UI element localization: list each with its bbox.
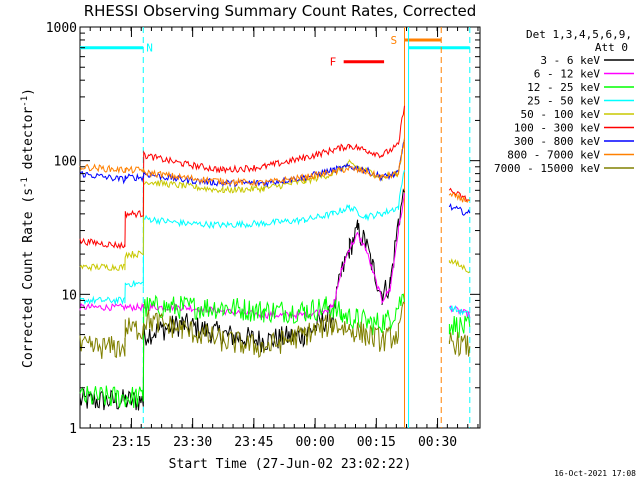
y-tick-label: 1000	[46, 21, 77, 36]
y-axis-label: Corrected Count Rate (s-1 detector-1)	[20, 88, 36, 368]
legend-label-300-800-kev: 300 - 800 keV	[514, 135, 600, 148]
footer-date: 16-Oct-2021 17:08	[554, 469, 636, 478]
y-axis-label-close: )	[21, 88, 36, 96]
series-lines	[79, 105, 471, 411]
legend-label-7000-15000-kev: 7000 - 15000 keV	[494, 162, 600, 175]
legend-label-25-50-kev: 25 - 50 keV	[527, 95, 600, 108]
x-tick-label: 00:30	[418, 435, 457, 450]
x-axis-label: Start Time (27-Jun-02 23:02:22)	[169, 457, 412, 472]
legend-label-50-100-kev: 50 - 100 keV	[521, 108, 601, 121]
x-tick-label: 23:30	[173, 435, 212, 450]
legend-label-800-7000-kev: 800 - 7000 keV	[507, 149, 600, 162]
series-line-800-7000-kev	[79, 137, 471, 203]
legend-header-line2: Att 0	[595, 41, 628, 54]
axes: 1 10 100 1000 23:15 23:30 23:45 00:00 00:15 00:30	[46, 21, 480, 450]
x-tick-label: 23:15	[112, 435, 151, 450]
legend-header-line1: Det 1,3,4,5,6,9,	[526, 28, 632, 41]
chart-title: RHESSI Observing Summary Count Rates, Co…	[84, 2, 477, 20]
x-tick-label: 23:45	[234, 435, 273, 450]
legend-label-12-25-kev: 12 - 25 keV	[527, 81, 600, 94]
y-tick-label: 10	[61, 288, 77, 303]
y-axis-label-sup1: -1	[20, 177, 30, 188]
legend-label-100-300-kev: 100 - 300 keV	[514, 122, 600, 135]
series-line-300-800-kev	[79, 139, 471, 216]
x-tick-label: 00:00	[296, 435, 335, 450]
series-line-50-100-kev	[79, 138, 471, 274]
y-axis-label-sup2: -1	[20, 96, 30, 107]
y-tick-label: 100	[54, 155, 77, 170]
series-line-25-50-kev	[79, 169, 471, 318]
series-line-7000-15000-kev	[79, 301, 471, 359]
y-axis-label-tail: detector	[21, 107, 36, 178]
plot-frame	[79, 26, 481, 429]
series-line-100-300-kev	[79, 105, 470, 250]
flag-bars: N F S	[80, 34, 470, 69]
x-tick-label: 00:15	[357, 435, 396, 450]
legend-label-6-12-kev: 6 - 12 keV	[534, 68, 601, 81]
y-axis-label-main: Corrected Count Rate (s	[21, 188, 36, 368]
y-tick-label: 1	[69, 422, 77, 437]
flag-label-s: S	[390, 34, 397, 47]
series-line-12-25-kev	[79, 293, 471, 408]
plot-area	[79, 26, 481, 429]
flag-label-f: F	[330, 56, 337, 69]
legend-label-3-6-kev: 3 - 6 keV	[540, 54, 600, 67]
flag-label-n: N	[146, 42, 153, 55]
